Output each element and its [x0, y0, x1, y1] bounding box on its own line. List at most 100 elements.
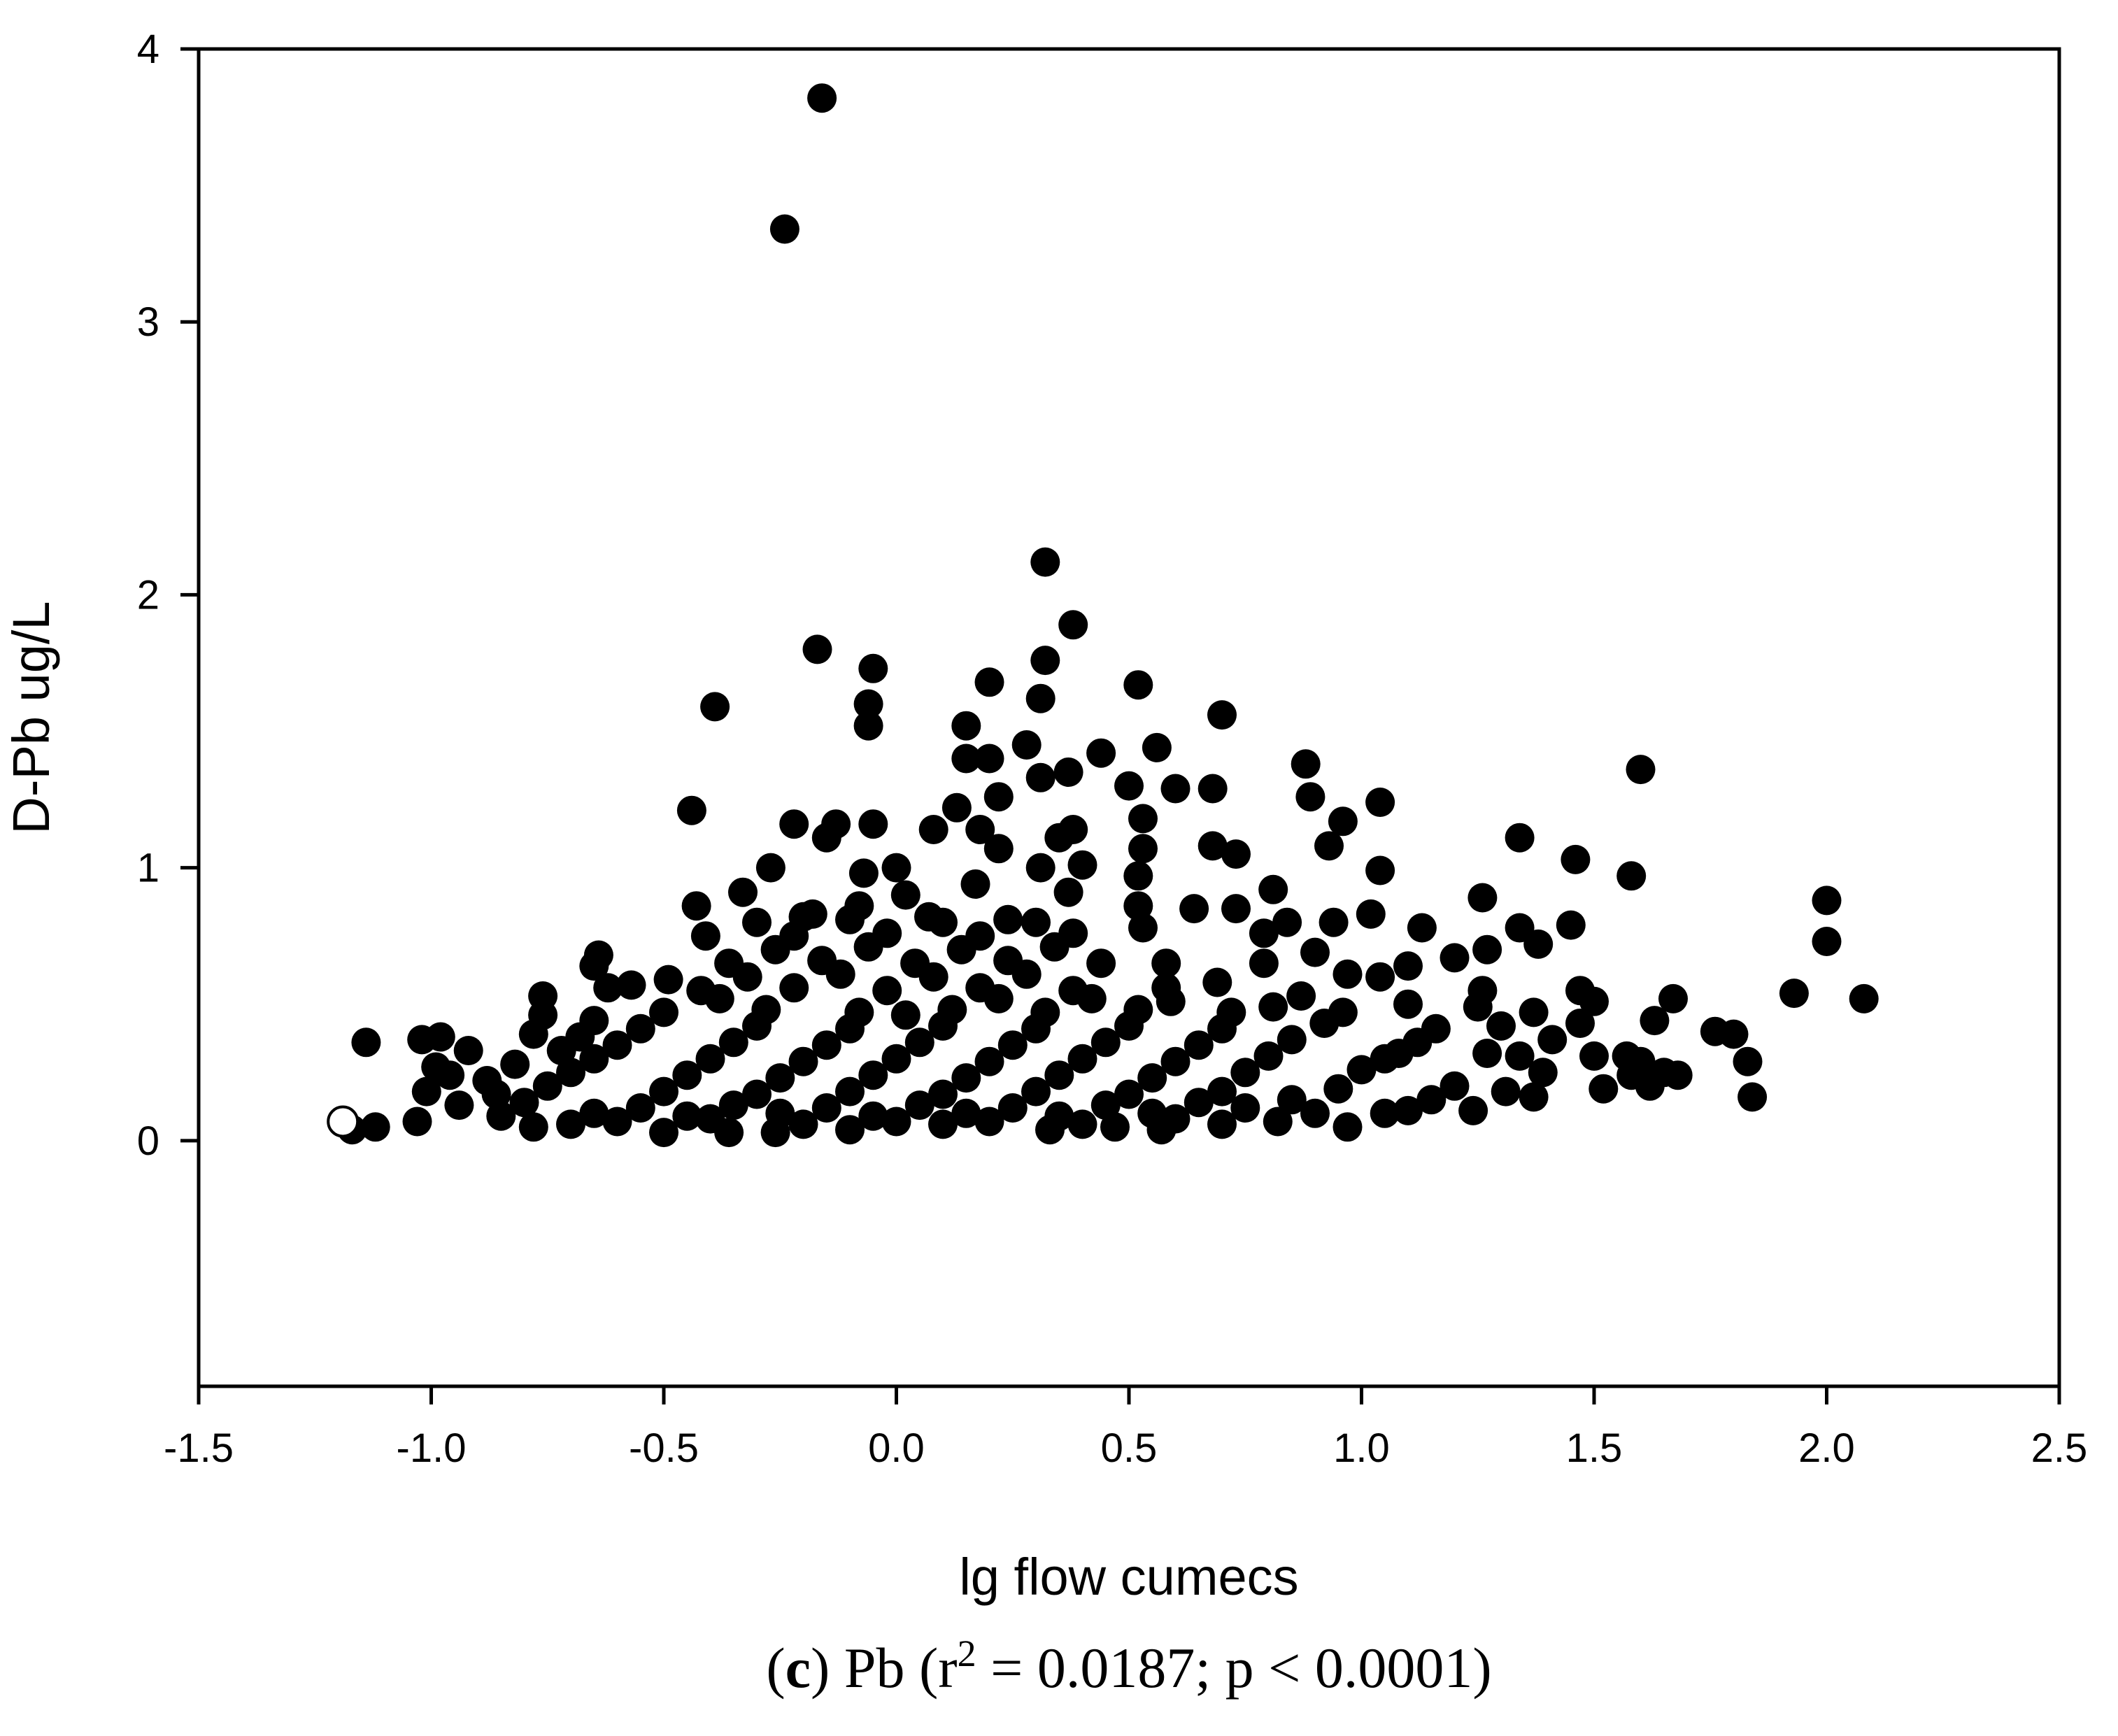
data-point	[649, 1076, 678, 1107]
data-point	[579, 1044, 609, 1074]
data-point	[1044, 823, 1074, 853]
data-point	[1528, 1058, 1558, 1088]
data-point	[718, 1027, 748, 1058]
data-point	[532, 1071, 562, 1101]
data-point	[649, 997, 678, 1027]
caption-open-paren: (	[766, 1636, 785, 1700]
data-point	[881, 1044, 911, 1074]
data-point	[1263, 1107, 1293, 1137]
data-point	[1137, 1063, 1167, 1093]
data-point	[1249, 918, 1279, 948]
data-point	[690, 921, 720, 951]
x-tick-label: -0.5	[629, 1425, 699, 1471]
data-point	[1230, 1093, 1260, 1123]
data-point	[1151, 948, 1181, 979]
data-point	[1314, 831, 1344, 861]
data-point	[1440, 1071, 1470, 1101]
x-tick-label: -1.0	[397, 1425, 467, 1471]
data-point	[1258, 992, 1288, 1022]
data-point	[1160, 774, 1191, 804]
data-point	[1365, 962, 1395, 992]
y-tick-label: 3	[137, 299, 159, 345]
data-point	[835, 1076, 865, 1107]
data-point	[983, 834, 1014, 864]
data-point	[1663, 1060, 1693, 1090]
data-point	[472, 1066, 502, 1095]
x-tick-label: 0.5	[1101, 1425, 1158, 1471]
data-point	[779, 921, 809, 951]
data-point	[518, 1019, 548, 1049]
data-point	[1197, 831, 1228, 861]
data-point	[1393, 951, 1423, 981]
data-point	[1779, 979, 1809, 1009]
data-point	[1207, 1076, 1237, 1107]
data-point	[700, 692, 730, 722]
data-point	[1142, 732, 1172, 762]
data-point	[579, 951, 609, 981]
data-point	[807, 83, 837, 113]
data-point	[1160, 1046, 1191, 1076]
data-point	[444, 1090, 474, 1120]
data-point	[1523, 929, 1554, 959]
data-point	[974, 667, 1004, 697]
data-point	[788, 1046, 818, 1076]
data-point	[1221, 894, 1251, 924]
data-point	[486, 1101, 516, 1131]
x-tick-label: 1.0	[1333, 1425, 1390, 1471]
data-point	[811, 823, 841, 853]
data-point	[1044, 1060, 1074, 1090]
data-point	[1393, 1095, 1423, 1125]
data-point	[1616, 861, 1647, 891]
data-point	[602, 1107, 632, 1137]
data-point	[714, 948, 744, 979]
data-point	[844, 997, 874, 1027]
data-point	[1328, 806, 1358, 837]
data-point	[453, 1036, 483, 1065]
data-point	[1277, 1085, 1307, 1115]
data-point	[1658, 983, 1688, 1013]
caption-superscript: 2	[958, 1632, 976, 1674]
data-point	[649, 1118, 678, 1148]
data-point	[1370, 1098, 1400, 1128]
x-axis-ticks: -1.5 -1.0 -0.5 0.0 0.5 1.0 1.5 2.0 2.5	[164, 1386, 2087, 1471]
data-point	[1025, 683, 1056, 713]
caption-panel-letter: c	[786, 1636, 811, 1700]
data-point	[1030, 646, 1060, 676]
data-point	[1230, 1058, 1260, 1088]
data-point	[1463, 992, 1493, 1022]
data-point	[779, 809, 809, 839]
data-point	[1467, 883, 1498, 913]
data-point	[853, 689, 883, 719]
data-point	[653, 965, 683, 995]
data-point	[853, 711, 883, 741]
data-points	[327, 83, 1879, 1148]
data-point	[1025, 762, 1056, 792]
data-point	[993, 904, 1023, 934]
figure-caption: (c) Pb (r2 = 0.0187; p < 0.0001)	[766, 1632, 1491, 1700]
data-point	[1086, 738, 1116, 768]
data-point	[672, 1101, 702, 1131]
data-point	[872, 918, 902, 948]
data-point	[1151, 973, 1181, 1003]
data-point	[1505, 823, 1535, 853]
data-point	[900, 948, 930, 979]
data-point	[1202, 967, 1232, 997]
data-point	[1184, 1030, 1214, 1060]
data-point	[1258, 874, 1288, 904]
data-point	[928, 1079, 958, 1109]
data-point	[1067, 850, 1097, 880]
data-point	[1486, 1011, 1516, 1041]
data-point	[411, 1076, 441, 1107]
caption-element: ) Pb (r	[811, 1636, 958, 1700]
data-point	[788, 1109, 818, 1139]
data-point	[579, 1098, 609, 1128]
data-point	[960, 869, 990, 899]
data-point	[1332, 959, 1363, 989]
data-point	[1272, 907, 1302, 937]
data-point	[1128, 913, 1158, 943]
data-point	[1086, 948, 1116, 979]
data-point	[765, 1063, 795, 1093]
data-point	[937, 995, 967, 1025]
data-point	[1067, 1044, 1097, 1074]
data-point	[811, 1093, 841, 1123]
